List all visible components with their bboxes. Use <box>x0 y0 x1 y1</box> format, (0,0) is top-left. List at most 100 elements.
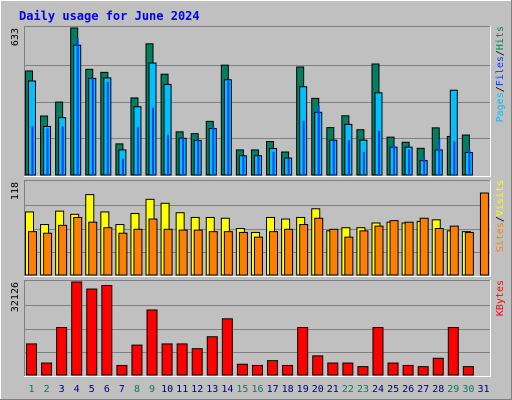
bar-kbytes <box>251 364 263 376</box>
x-tick-label: 19 <box>297 384 309 395</box>
bar-sites <box>238 231 248 276</box>
x-tick-label: 1 <box>28 384 34 395</box>
y-max-label: 118 <box>10 182 21 200</box>
bar-files <box>257 156 260 175</box>
bar-sites <box>88 221 98 276</box>
x-tick-label: 18 <box>282 384 294 395</box>
x-tick-label: 29 <box>447 384 459 395</box>
bar-files <box>287 158 290 175</box>
bar-sites <box>374 225 384 276</box>
chart-panel-2: 118 Sites/Visits <box>10 180 506 277</box>
bar-kbytes <box>372 327 384 376</box>
bar-files <box>393 144 396 175</box>
bar-files <box>121 158 124 175</box>
x-tick-label: 23 <box>357 384 369 395</box>
bar-sites <box>193 229 203 276</box>
bar-kbytes <box>146 309 158 376</box>
bar-kbytes <box>327 362 339 376</box>
bar-files <box>242 156 245 175</box>
bar-files <box>31 126 34 175</box>
bar-sites <box>208 231 218 276</box>
bar-sites <box>329 228 339 276</box>
x-tick-label: 15 <box>236 384 248 395</box>
bar-files <box>362 151 365 175</box>
bar-sites <box>389 220 399 276</box>
bar-kbytes <box>221 318 233 376</box>
series-legend: Sites/Visits <box>495 180 506 252</box>
bar-sites <box>419 217 429 276</box>
x-tick-label: 2 <box>44 384 50 395</box>
bar-files <box>408 149 411 175</box>
bar-kbytes <box>191 348 203 376</box>
y-max-label: 633 <box>10 28 21 46</box>
bar-kbytes <box>417 366 429 376</box>
bar-files <box>438 139 441 175</box>
bar-sites <box>314 217 324 276</box>
x-tick-label: 25 <box>387 384 399 395</box>
bar-files <box>167 134 170 175</box>
x-tick-label: 22 <box>342 384 354 395</box>
bar-sites <box>148 218 158 276</box>
bar-files <box>91 77 94 175</box>
bar-sites <box>404 221 414 276</box>
bar-kbytes <box>26 343 37 376</box>
bar-files <box>272 151 275 175</box>
legend-hits: Hits <box>495 26 506 50</box>
x-tick-label: 20 <box>312 384 324 395</box>
bar-files <box>332 140 335 175</box>
bar-files <box>46 128 49 175</box>
x-tick-label: 17 <box>267 384 279 395</box>
bar-sites <box>133 228 143 276</box>
bar-kbytes <box>161 343 173 376</box>
bar-sites <box>464 231 474 276</box>
bar-files <box>227 80 230 175</box>
y-max-label: 32126 <box>10 282 21 312</box>
chart-title: Daily usage for June 2024 <box>19 9 200 23</box>
x-tick-label: 13 <box>206 384 218 395</box>
bar-kbytes <box>71 281 83 376</box>
bar-files <box>468 148 471 175</box>
bar-kbytes <box>312 355 324 376</box>
bar-sites <box>434 228 444 276</box>
bar-files <box>423 157 426 175</box>
x-tick-label: 7 <box>119 384 125 395</box>
bar-kbytes <box>282 364 294 376</box>
bar-sites <box>299 224 309 276</box>
bar-kbytes <box>402 364 414 376</box>
bar-files <box>317 105 320 175</box>
bar-kbytes <box>131 344 143 376</box>
bar-kbytes <box>56 327 68 376</box>
bar-files <box>61 126 64 175</box>
bar-kbytes <box>206 336 218 376</box>
bar-files <box>182 137 185 175</box>
bar-files <box>347 140 350 175</box>
chart-panels: 633 Pages/Files/Hits 118 Sites/Visits 32126 K… <box>10 26 506 377</box>
bar-kbytes <box>357 366 369 376</box>
x-tick-label: 11 <box>176 384 188 395</box>
legend-kbytes: KBytes <box>495 280 506 316</box>
bar-kbytes <box>176 343 188 376</box>
bar-kbytes <box>447 327 459 376</box>
x-tick-label: 27 <box>417 384 429 395</box>
bar-sites <box>178 229 188 276</box>
bar-sites <box>58 224 68 276</box>
bar-sites <box>269 231 279 276</box>
bar-sites <box>223 231 233 276</box>
x-tick-label: 3 <box>59 384 65 395</box>
bar-kbytes <box>41 362 53 376</box>
bar-sites <box>103 227 113 276</box>
bar-kbytes <box>387 362 399 376</box>
bar-sites <box>28 231 37 276</box>
bar-files <box>106 82 109 175</box>
bar-kbytes <box>462 366 474 376</box>
bar-sites <box>479 192 489 276</box>
bar-kbytes <box>432 357 444 376</box>
bar-files <box>377 130 380 175</box>
bar-sites <box>344 236 354 276</box>
x-tick-label: 14 <box>221 384 233 395</box>
x-tick-label: 9 <box>149 384 155 395</box>
bar-sites <box>73 216 83 276</box>
chart-panel-3: 32126 KBytes <box>10 280 506 377</box>
bar-kbytes <box>267 360 279 376</box>
